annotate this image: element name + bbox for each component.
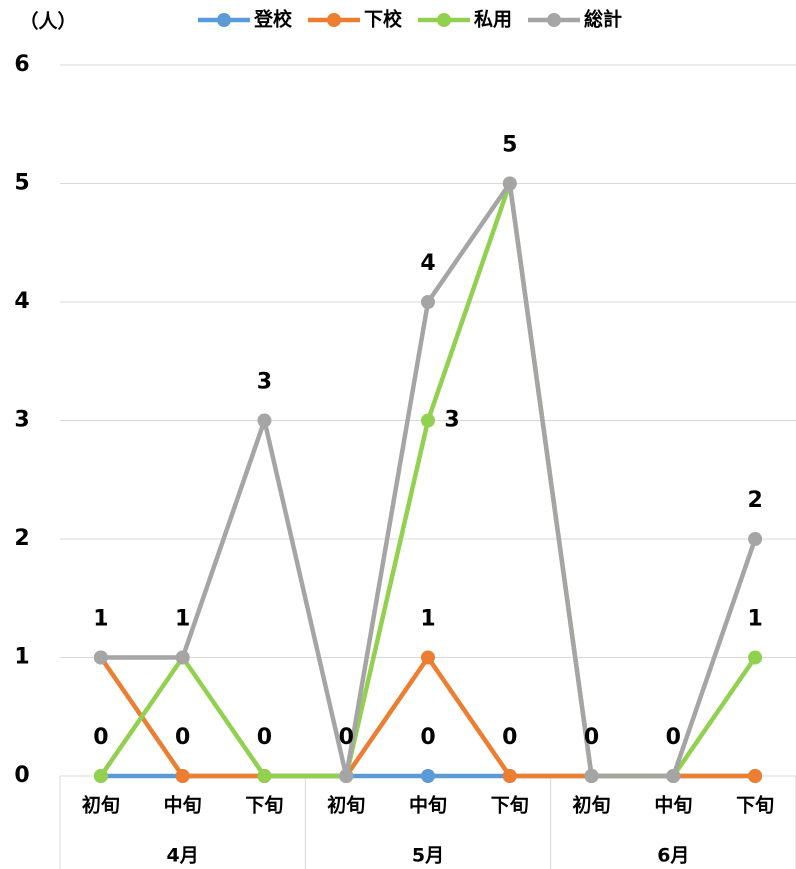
- group-label: 6月: [657, 845, 689, 867]
- point: [666, 769, 681, 783]
- x-tick-label: 下旬: [245, 794, 283, 817]
- legend-marker: [547, 13, 561, 27]
- group-label: 4月: [167, 845, 199, 867]
- point: [93, 650, 108, 665]
- point: [93, 769, 108, 783]
- data-label: 0: [502, 725, 517, 750]
- data-label: 0: [584, 725, 599, 750]
- legend-marker: [327, 13, 341, 27]
- data-label: 0: [339, 725, 354, 750]
- data-label: 5: [502, 133, 517, 158]
- x-tick-label: 下旬: [491, 794, 529, 817]
- point: [502, 176, 517, 191]
- point: [421, 769, 435, 783]
- data-label: 0: [257, 725, 272, 750]
- data-label: 1: [747, 607, 762, 632]
- data-label: 0: [175, 725, 190, 750]
- y-tick-label: 0: [14, 763, 29, 788]
- point: [175, 769, 190, 783]
- data-label: 3: [444, 408, 459, 433]
- x-tick-label: 初旬: [573, 794, 611, 817]
- y-tick-label: 6: [14, 52, 29, 77]
- data-label: 0: [420, 725, 435, 750]
- legend-label: 私用: [474, 9, 512, 31]
- point: [175, 650, 190, 665]
- point: [502, 769, 517, 783]
- data-label: 3: [257, 370, 272, 395]
- point: [421, 650, 435, 665]
- x-tick-label: 中旬: [409, 794, 447, 817]
- x-tick-label: 中旬: [654, 794, 692, 817]
- point: [257, 413, 272, 428]
- legend-marker: [437, 13, 451, 27]
- data-label: 1: [175, 607, 190, 632]
- legend-label: 下校: [364, 8, 403, 31]
- x-tick-label: 中旬: [164, 794, 202, 817]
- x-tick-label: 下旬: [736, 794, 774, 817]
- point: [748, 769, 763, 783]
- y-tick-label: 5: [14, 171, 29, 196]
- point: [421, 413, 435, 428]
- unit-label: （人）: [19, 10, 76, 33]
- point: [257, 769, 272, 783]
- y-tick-label: 3: [14, 408, 29, 433]
- y-tick-label: 1: [14, 645, 29, 670]
- point: [421, 295, 435, 309]
- legend-marker: [217, 13, 231, 27]
- series-line: [99, 655, 756, 779]
- data-label: 0: [666, 725, 681, 750]
- y-tick-label: 2: [14, 526, 29, 551]
- legend-label: 総計: [584, 8, 622, 31]
- point: [339, 769, 354, 783]
- data-label: 4: [420, 251, 435, 276]
- data-label: 1: [420, 607, 435, 632]
- point: [748, 650, 763, 665]
- point: [584, 769, 599, 783]
- legend-label: 登校: [253, 8, 293, 31]
- x-tick-label: 初旬: [327, 794, 365, 817]
- x-tick-label: 初旬: [82, 794, 120, 817]
- group-label: 5月: [412, 845, 444, 867]
- data-label: 0: [93, 725, 108, 750]
- data-label: 2: [747, 488, 762, 513]
- point: [748, 532, 763, 546]
- y-tick-label: 4: [14, 289, 29, 314]
- data-label: 1: [93, 607, 108, 632]
